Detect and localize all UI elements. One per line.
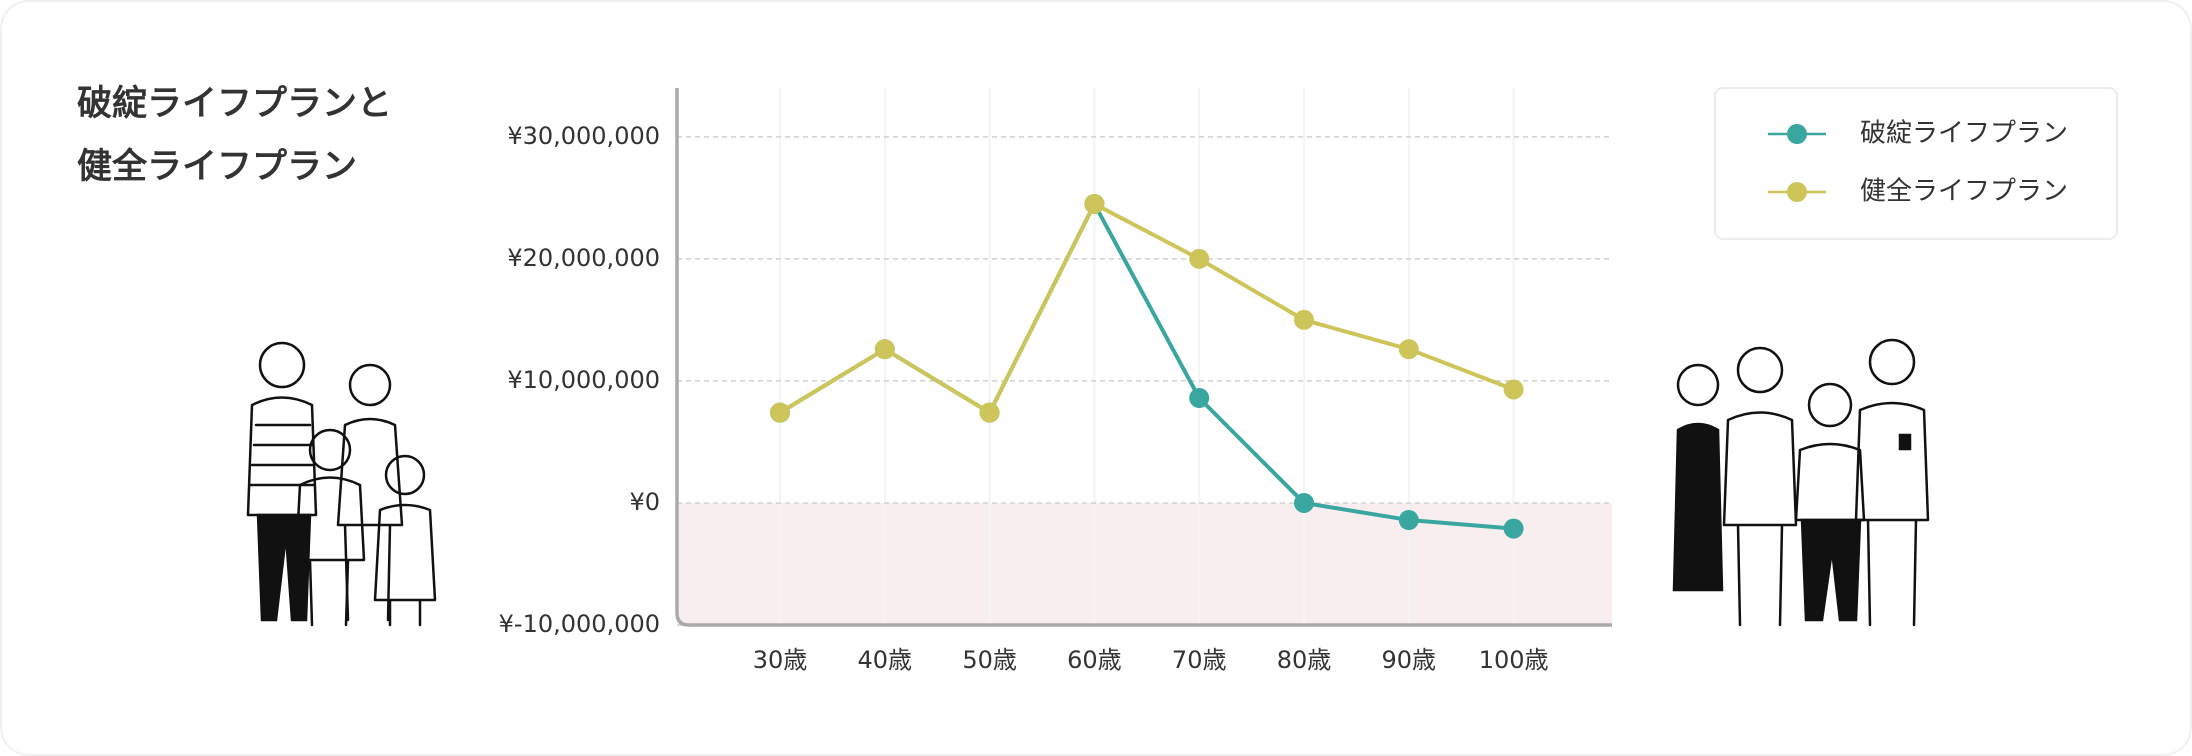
legend-box: [1714, 87, 2118, 240]
x-tick-label: 70歳: [1172, 646, 1227, 674]
axis: [675, 88, 1612, 627]
x-tick-label: 40歳: [858, 646, 913, 674]
x-tick-label: 50歳: [962, 646, 1017, 674]
data-point: [874, 339, 895, 360]
data-point: [1189, 387, 1210, 408]
data-point: [1398, 339, 1419, 360]
data-point: [1294, 492, 1314, 513]
couples-illustration: [1672, 338, 1930, 627]
chart-title: 破綻ライフプランと: [77, 84, 392, 124]
legend-marker: [1787, 182, 1807, 202]
y-tick-label: ¥-10,000,000: [499, 610, 660, 638]
family-illustration: [246, 341, 437, 627]
y-tick-label: ¥20,000,000: [507, 244, 660, 272]
data-point: [770, 402, 790, 423]
legend-label: 破綻ライフプラン: [1860, 119, 2068, 149]
x-tick-label: 60歳: [1067, 646, 1122, 674]
x-tick-label: 30歳: [753, 646, 808, 674]
series-line: [778, 201, 1515, 415]
data-point: [1503, 379, 1524, 400]
data-point: [979, 402, 1000, 423]
data-point: [1398, 510, 1419, 531]
data-point: [1189, 248, 1210, 269]
legend-marker: [1787, 124, 1807, 144]
data-point: [1294, 309, 1314, 330]
chart-title: 健全ライフプラン: [77, 146, 357, 187]
x-tick-label: 80歳: [1277, 646, 1332, 674]
x-tick-label: 100歳: [1479, 646, 1549, 674]
data-point: [1503, 518, 1524, 539]
negative-area: [677, 502, 1612, 625]
legend-label: 健全ライフプラン: [1860, 177, 2068, 207]
data-point: [1084, 193, 1105, 214]
y-tick-label: ¥10,000,000: [507, 366, 660, 394]
y-tick-label: ¥0: [629, 488, 660, 516]
y-tick-label: ¥30,000,000: [507, 122, 660, 150]
x-tick-label: 90歳: [1382, 646, 1437, 674]
